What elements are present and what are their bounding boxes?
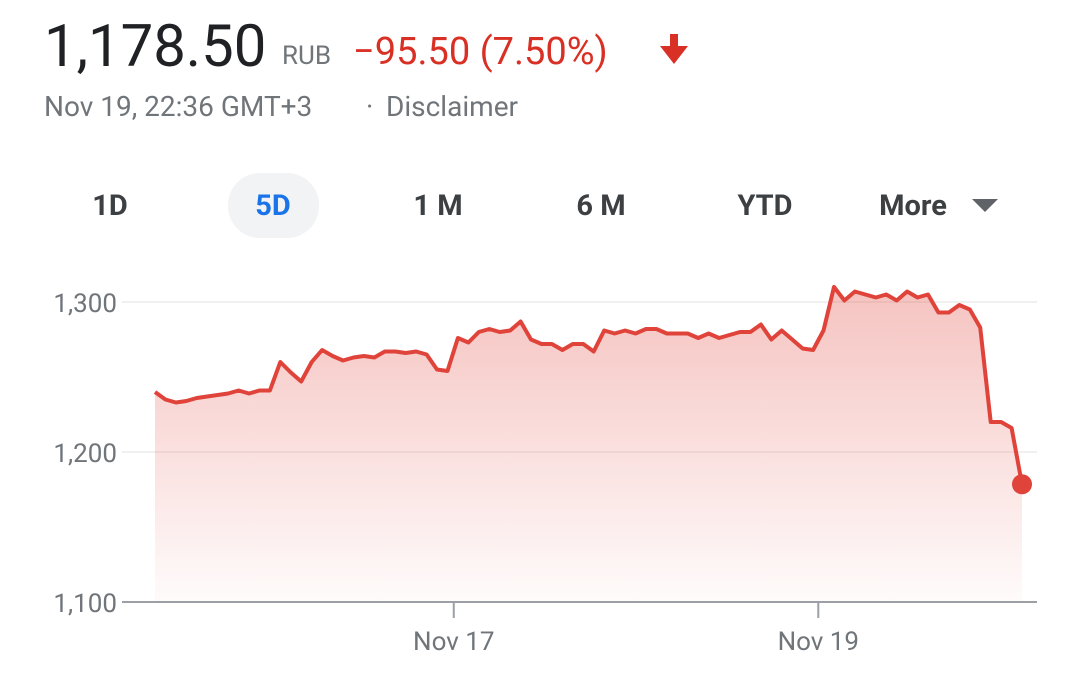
price-line (153, 285, 1024, 485)
y-tick-label: 1,100 (53, 589, 117, 619)
y-tick-label: 1,300 (53, 289, 117, 319)
range-tab[interactable]: 1 M (413, 189, 462, 223)
range-tab[interactable]: 6 M (576, 189, 625, 223)
price: 1,178.50 (44, 13, 266, 81)
range-tab[interactable]: More (879, 189, 947, 223)
range-tab[interactable]: YTD (737, 189, 792, 223)
x-tick-label: Nov 17 (413, 627, 494, 657)
currency: RUB (282, 41, 331, 71)
timestamp: Nov 19, 22:36 GMT+3 (44, 90, 312, 123)
range-tabs: 1D 5D 1 M 6 M YTD More (92, 189, 947, 223)
price-change: −95.50 (7.50%) (353, 30, 608, 74)
down-arrow (660, 34, 688, 64)
y-tick-label: 1,200 (53, 439, 117, 469)
last-point (1012, 474, 1032, 495)
dropdown-icon[interactable] (972, 199, 998, 212)
selected-tab-bg (228, 173, 319, 238)
x-tick-label: Nov 19 (778, 627, 859, 657)
area (155, 287, 1022, 602)
range-tab[interactable]: 1D (92, 189, 128, 223)
chart: 1,100 1,200 1,300 Nov 17 Nov 19 (53, 285, 1037, 657)
disclaimer-link[interactable]: Disclaimer (386, 90, 519, 123)
range-tab[interactable]: 5D (255, 189, 291, 223)
separator: · (366, 90, 373, 123)
